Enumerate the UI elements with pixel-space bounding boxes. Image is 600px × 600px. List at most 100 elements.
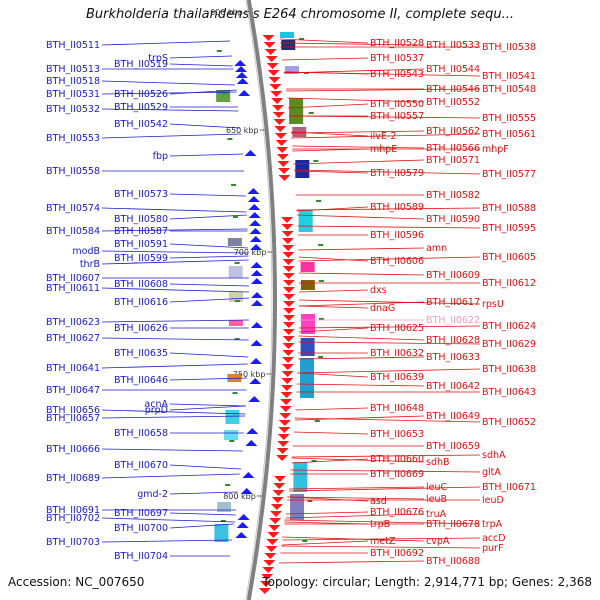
reverse-gene-arrow — [282, 252, 295, 258]
right-label-connector — [293, 431, 369, 435]
green-marker — [232, 216, 238, 218]
right-label-connector — [287, 496, 425, 500]
green-marker — [318, 280, 324, 282]
reverse-gene-arrow — [261, 574, 274, 580]
reverse-gene-arrow — [282, 273, 295, 279]
right-gene-label: BTH_II0589 — [370, 202, 424, 213]
reverse-gene-arrow — [271, 105, 284, 111]
forward-gene-arrow — [234, 60, 247, 66]
forward-gene-arrow — [249, 220, 262, 226]
right-label-connector — [297, 214, 425, 220]
right-label-connector — [279, 560, 425, 564]
right-label-connector — [288, 486, 425, 490]
forward-gene-arrow — [235, 532, 248, 538]
reverse-gene-arrow — [265, 546, 278, 552]
right-gene-label: BTH_II0528 — [370, 38, 424, 49]
reverse-gene-arrow — [276, 147, 289, 153]
green-marker — [222, 92, 228, 94]
right-gene-label: BTH_II0671 — [482, 482, 536, 493]
forward-gene-arrow — [246, 428, 259, 434]
right-label-connector — [285, 511, 369, 515]
right-gene-label: BTH_II0543 — [370, 69, 424, 80]
right-label-connector — [295, 415, 425, 421]
forward-gene-arrow — [238, 90, 251, 96]
right-gene-label: BTH_II0579 — [370, 168, 424, 179]
right-label-connector — [295, 407, 369, 411]
green-markers — [216, 38, 324, 542]
left-gene-label: BTH_II0511 — [46, 40, 100, 51]
green-marker — [307, 500, 313, 502]
green-marker — [302, 540, 308, 542]
reverse-gene-arrow — [282, 336, 295, 342]
forward-gene-arrow — [249, 378, 262, 384]
left-gene-label: BTH_II0689 — [46, 473, 100, 484]
feature-tile — [224, 430, 239, 440]
left-label-connector — [101, 517, 236, 523]
right-gene-label: cvpA — [426, 536, 450, 547]
right-label-connector — [284, 71, 369, 75]
right-label-connector — [282, 540, 369, 546]
reverse-gene-arrow — [272, 112, 285, 118]
right-gene-label: BTH_II0596 — [370, 230, 424, 241]
left-gene-label: BTH_II0704 — [114, 551, 168, 562]
forward-gene-arrow — [235, 66, 248, 72]
reverse-gene-arrow — [282, 322, 295, 328]
left-label-connector — [169, 352, 249, 358]
left-label-connector — [101, 228, 248, 232]
green-marker — [314, 420, 320, 422]
reverse-gene-arrow — [282, 301, 295, 307]
right-label-connector — [294, 169, 481, 175]
right-label-connector — [282, 536, 425, 542]
reverse-gene-arrow — [282, 329, 295, 335]
right-gene-label: BTH_II0561 — [482, 129, 536, 140]
feature-tile — [228, 320, 243, 326]
topology-summary: Topology: circular; Length: 2,914,771 bp… — [262, 575, 592, 589]
right-label-connector — [298, 356, 425, 360]
left-gene-label: BTH_II0532 — [46, 104, 100, 115]
left-label-connector — [101, 448, 243, 452]
left-gene-label: BTH_II0697 — [114, 508, 168, 519]
reverse-gene-arrow — [269, 84, 282, 90]
reverse-gene-arrow — [278, 175, 291, 181]
right-gene-label: leuB — [426, 494, 447, 505]
reverse-gene-arrow — [270, 91, 283, 97]
forward-gene-arrow — [249, 236, 262, 242]
right-label-connector — [294, 170, 369, 174]
feature-tile — [295, 160, 310, 178]
reverse-gene-arrow — [280, 399, 293, 405]
right-label-connector — [285, 513, 425, 519]
right-label-connector — [298, 256, 369, 262]
right-gene-label: BTH_II0648 — [370, 403, 424, 414]
right-gene-label: BTH_II0649 — [426, 411, 480, 422]
green-marker — [298, 38, 304, 40]
right-gene-label: BTH_II0533 — [426, 40, 480, 51]
right-label-connector — [298, 289, 369, 293]
reverse-gene-arrow — [269, 518, 282, 524]
right-gene-label: mhpE — [370, 144, 397, 155]
left-gene-label: prpD — [145, 405, 168, 416]
reverse-gene-arrow — [280, 392, 293, 398]
feature-tile — [300, 262, 315, 272]
right-gene-label: purF — [482, 543, 503, 554]
right-gene-label: BTH_II0628 — [426, 335, 480, 346]
right-gene-label: BTH_II0676 — [370, 507, 424, 518]
left-gene-label: BTH_II0702 — [46, 513, 100, 524]
green-marker — [232, 392, 238, 394]
right-label-connector — [286, 88, 481, 92]
reverse-gene-arrow — [270, 511, 283, 517]
left-label-connector — [169, 512, 236, 516]
left-gene-label: BTH_II0646 — [114, 375, 168, 386]
left-label-connector — [101, 319, 249, 323]
left-gene-label: BTH_II0513 — [46, 64, 100, 75]
left-gene-label: BTH_II0647 — [46, 385, 100, 396]
right-label-connector — [287, 103, 369, 109]
left-gene-label: BTH_II0626 — [114, 323, 168, 334]
left-label-connector — [169, 255, 249, 259]
reverse-gene-arrow — [274, 133, 287, 139]
reverse-gene-arrow — [268, 77, 281, 83]
right-gene-label: BTH_II0550 — [370, 99, 424, 110]
reverse-gene-arrow — [281, 371, 294, 377]
reverse-gene-arrow — [267, 532, 280, 538]
left-gene-label: BTH_II0553 — [46, 133, 100, 144]
